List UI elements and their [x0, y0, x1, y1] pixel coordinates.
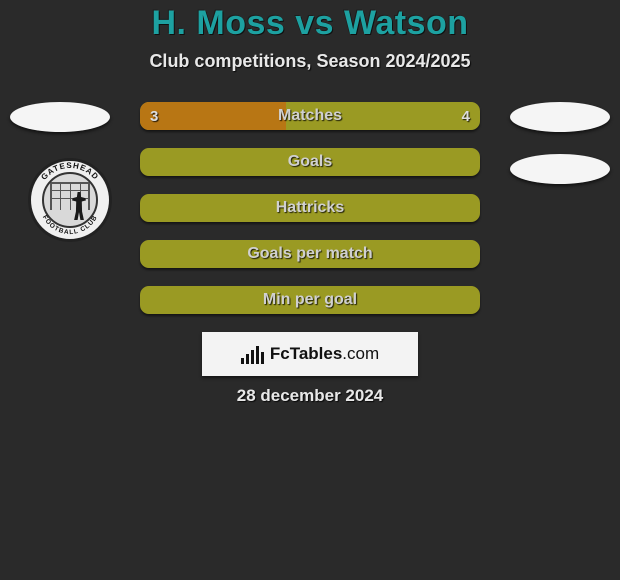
stat-row: Matches3 4 [140, 102, 480, 130]
stat-row: Hattricks [140, 194, 480, 222]
fctables-badge[interactable]: FcTables.com [202, 332, 418, 376]
player-left-placeholder [10, 102, 110, 132]
stat-label: Goals per match [141, 241, 479, 267]
player-right-placeholder [510, 102, 610, 132]
stat-value-right: 4 [452, 102, 480, 130]
bars-icon [241, 344, 264, 364]
stat-row: Goals [140, 148, 480, 176]
page-title: H. Moss vs Watson [0, 4, 620, 43]
stat-row: Min per goal [140, 286, 480, 314]
stat-label: Matches [140, 102, 480, 130]
stat-rows: Matches3 4 Goals Hattricks Goals per match Mi… [140, 102, 480, 314]
crest-goal-icon [50, 182, 90, 210]
stats-area: GATESHEAD FOOTBALL CLUB Matches3 4 Goals Ha… [0, 102, 620, 406]
fctables-label: FcTables.com [270, 344, 379, 364]
stat-label: Goals [141, 149, 479, 175]
stat-label: Hattricks [141, 195, 479, 221]
stat-row: Goals per match [140, 240, 480, 268]
crest-inner [42, 172, 98, 228]
stat-label: Min per goal [141, 287, 479, 313]
club-left-crest: GATESHEAD FOOTBALL CLUB [28, 158, 112, 242]
brand-suffix: .com [342, 344, 379, 363]
stat-value-left: 3 [140, 102, 168, 130]
snapshot-date: 28 december 2024 [0, 386, 620, 406]
brand-name: FcTables [270, 344, 342, 363]
subtitle: Club competitions, Season 2024/2025 [0, 51, 620, 72]
club-right-placeholder [510, 154, 610, 184]
comparison-card: H. Moss vs Watson Club competitions, Sea… [0, 0, 620, 406]
